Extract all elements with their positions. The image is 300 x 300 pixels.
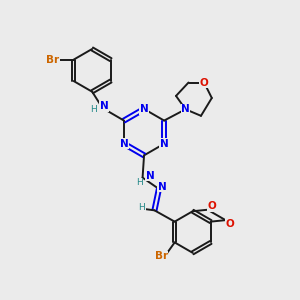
Text: N: N [158,182,166,192]
Text: N: N [181,104,190,114]
Text: O: O [226,219,234,229]
Text: H: H [139,203,145,212]
Text: H: H [90,105,97,114]
Text: N: N [120,139,128,149]
Text: Br: Br [155,251,168,261]
Text: N: N [160,139,169,149]
Text: N: N [146,171,154,181]
Text: Br: Br [46,55,59,64]
Text: N: N [140,104,148,114]
Text: O: O [200,77,208,88]
Text: O: O [208,201,216,211]
Text: N: N [100,101,108,111]
Text: H: H [136,178,143,188]
